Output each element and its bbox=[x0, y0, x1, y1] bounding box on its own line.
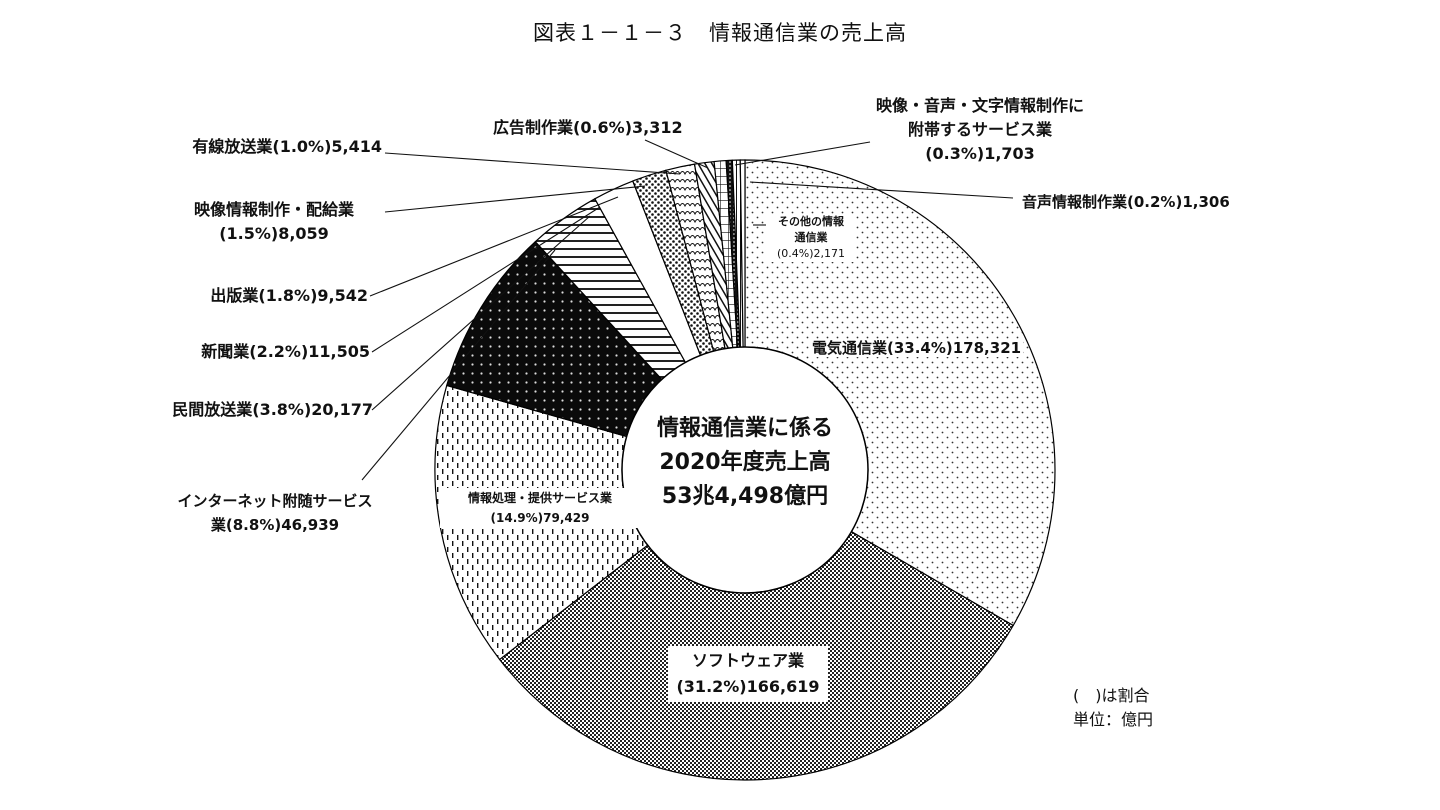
label-futai-line2: 附帯するサービス業 bbox=[907, 120, 1052, 139]
label-software: ソフトウェア業 (31.2%)166,619 bbox=[668, 646, 828, 702]
label-futai-line3: (0.3%)1,703 bbox=[925, 144, 1035, 163]
label-yusen-hoso: 有線放送業(1.0%)5,414 bbox=[192, 137, 382, 156]
label-eizo-seisaku: 映像情報制作・配給業 (1.5%)8,059 bbox=[168, 198, 380, 246]
label-denki-text: 電気通信業(33.4%)178,321 bbox=[810, 339, 1024, 357]
center-line-3: 53兆4,498億円 bbox=[661, 484, 829, 509]
label-kokoku: 広告制作業(0.6%)3,312 bbox=[493, 118, 683, 137]
label-software-line2: (31.2%)166,619 bbox=[676, 677, 820, 696]
label-eizo-line1: 映像情報制作・配給業 bbox=[193, 200, 354, 219]
label-internet-line2: 業(8.8%)46,939 bbox=[210, 516, 340, 534]
label-internet-line1: インターネット附随サービス bbox=[177, 492, 373, 510]
label-joho-shori: 情報処理・提供サービス業 (14.9%)79,429 bbox=[440, 488, 640, 528]
label-shinbun: 新聞業(2.2%)11,505 bbox=[201, 342, 370, 361]
label-denki-tsushin: 電気通信業(33.4%)178,321 bbox=[810, 336, 1024, 360]
label-futai-line1: 映像・音声・文字情報制作に bbox=[875, 96, 1084, 115]
label-sonota-line3: (0.4%)2,171 bbox=[776, 247, 846, 260]
label-sonota-line2: 通信業 bbox=[794, 231, 828, 244]
label-joho-line1: 情報処理・提供サービス業 bbox=[467, 491, 612, 505]
center-line-2: 2020年度売上高 bbox=[659, 450, 831, 475]
label-onsei: 音声情報制作業(0.2%)1,306 bbox=[1022, 193, 1230, 211]
note-ratio: ( )は割合 bbox=[1073, 686, 1150, 705]
label-eizo-line2: (1.5%)8,059 bbox=[219, 224, 329, 243]
donut-hole bbox=[621, 346, 869, 594]
label-shuppan: 出版業(1.8%)9,542 bbox=[210, 286, 368, 305]
leader-lines bbox=[361, 139, 1014, 481]
label-futai-service: 映像・音声・文字情報制作に 附帯するサービス業 (0.3%)1,703 bbox=[855, 94, 1105, 166]
chart-title: 図表１－１－３ 情報通信業の売上高 bbox=[533, 21, 907, 45]
label-software-line1: ソフトウェア業 bbox=[691, 651, 804, 670]
center-total-label: 情報通信業に係る 2020年度売上高 53兆4,498億円 bbox=[620, 412, 870, 514]
label-sonota: その他の情報 通信業 (0.4%)2,171 bbox=[766, 214, 856, 262]
label-sonota-line1: その他の情報 bbox=[778, 215, 844, 228]
center-line-1: 情報通信業に係る bbox=[656, 416, 833, 441]
label-minkan-hoso: 民間放送業(3.8%)20,177 bbox=[172, 400, 373, 419]
chart-notes: ( )は割合 単位：億円 bbox=[1073, 684, 1153, 732]
note-unit: 単位：億円 bbox=[1073, 710, 1154, 729]
label-internet: インターネット附随サービス 業(8.8%)46,939 bbox=[165, 489, 385, 537]
label-joho-line2: (14.9%)79,429 bbox=[490, 511, 590, 525]
